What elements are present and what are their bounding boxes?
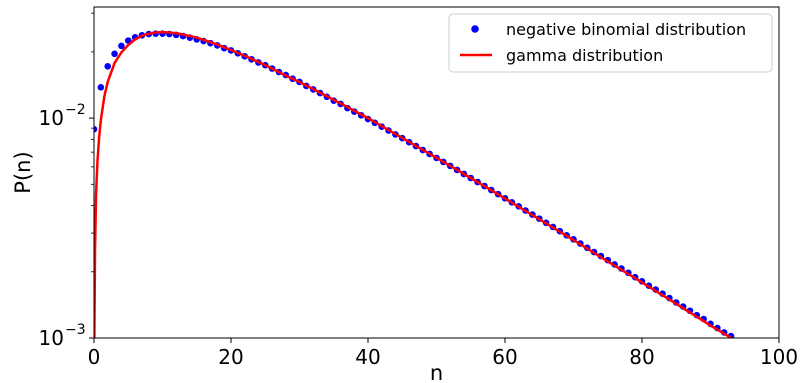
nb-data-point: [118, 42, 125, 50]
plot-area: [94, 30, 740, 338]
y-axis: 10−310−2: [39, 12, 94, 350]
gamma-line: [94, 30, 734, 338]
legend-box: [448, 13, 773, 73]
legend-marker-negative-binomial: [471, 25, 479, 33]
y-tick-label: 10: [39, 326, 64, 350]
y-axis-label: P(n): [11, 151, 35, 193]
nb-data-point: [97, 84, 105, 91]
y-tick-exponent: −2: [65, 102, 86, 118]
x-tick-label: 20: [218, 345, 243, 369]
x-axis: 0 20 40 60 80 100: [88, 338, 798, 369]
y-tick-label: 10: [39, 106, 64, 130]
legend-label-negative-binomial: negative binomial distribution: [506, 20, 746, 39]
legend-label-gamma: gamma distribution: [506, 46, 663, 65]
nb-data-point: [736, 337, 740, 338]
y-tick-exponent: −3: [65, 322, 86, 338]
x-tick-label: 40: [355, 345, 380, 369]
x-tick-label: 80: [629, 345, 654, 369]
plot-frame: [93, 6, 780, 339]
nb-data-point: [94, 125, 98, 133]
nb-data-point: [104, 62, 111, 70]
legend: negative binomial distribution gamma dis…: [448, 13, 773, 73]
nb-data-point: [111, 50, 118, 58]
x-tick-label: 100: [760, 345, 798, 369]
x-axis-label: n: [430, 361, 443, 383]
x-tick-label: 0: [88, 345, 101, 369]
x-tick-label: 60: [492, 345, 517, 369]
